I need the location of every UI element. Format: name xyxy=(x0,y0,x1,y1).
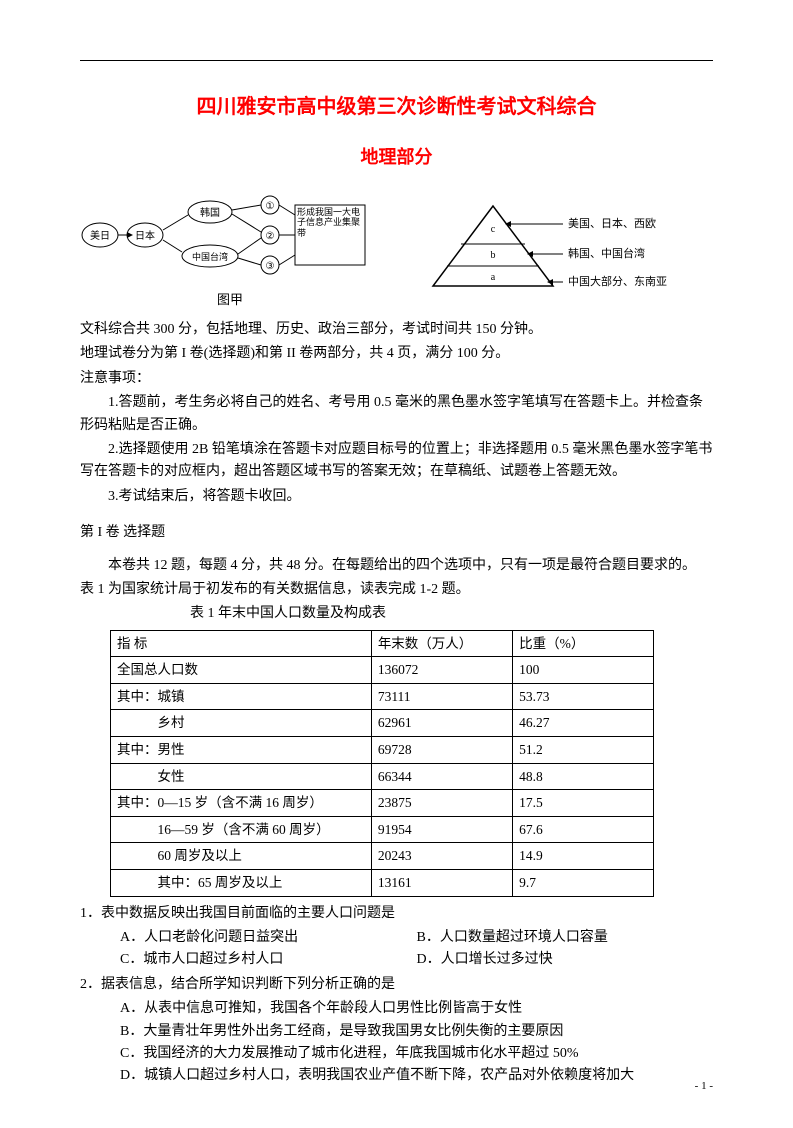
th-1: 年末数（万人） xyxy=(371,630,512,657)
diagram-right: c b a 美国、日本、西欧 韩国、中国台湾 中国大部分、东南亚 xyxy=(413,196,713,304)
node-us: 美日 xyxy=(90,229,110,242)
pyr-label-b: 韩国、中国台湾 xyxy=(568,246,645,260)
q2-opt-a: A．从表中信息可推知，我国各个年龄段人口男性比例皆高于女性 xyxy=(120,998,713,1020)
pyr-c: c xyxy=(491,224,496,235)
table-row: 女性6634448.8 xyxy=(111,763,654,790)
note-1: 1.答题前，考生务必将自己的姓名、考号用 0.5 毫米的黑色墨水签字笔填写在答题… xyxy=(80,392,713,437)
note-2: 2.选择题使用 2B 铅笔填涂在答题卡对应题目标号的位置上；非选择题用 0.5 … xyxy=(80,439,713,484)
th-0: 指 标 xyxy=(111,630,372,657)
q2-opt-b: B．大量青壮年男性外出务工经商，是导致我国男女比例失衡的主要原因 xyxy=(120,1021,713,1043)
note-3: 3.考试结束后，将答题卡收回。 xyxy=(80,486,713,508)
q1-opt-d: D．人口增长过多过快 xyxy=(417,949,714,971)
table-row: 60 周岁及以上2024314.9 xyxy=(111,843,654,870)
table-intro: 表 1 为国家统计局于初发布的有关数据信息，读表完成 1-2 题。 xyxy=(80,579,713,601)
top-rule xyxy=(80,60,713,61)
q2-opt-c: C．我国经济的大力发展推动了城市化进程，年底我国城市化水平超过 50% xyxy=(120,1043,713,1065)
pyr-label-c: 美国、日本、西欧 xyxy=(568,216,656,230)
pyr-label-a: 中国大部分、东南亚 xyxy=(568,274,667,288)
intro-2: 地理试卷分为第 I 卷(选择题)和第 II 卷两部分，共 4 页，满分 100 … xyxy=(80,343,713,365)
q1-opt-a: A．人口老龄化问题日益突出 xyxy=(120,927,417,949)
section1-title: 第 I 卷 选择题 xyxy=(80,522,713,544)
table-row: 16—59 岁（含不满 60 周岁）9195467.6 xyxy=(111,816,654,843)
population-table: 指 标 年末数（万人） 比重（%） 全国总人口数136072100 其中：城镇7… xyxy=(110,630,654,897)
table-row: 乡村6296146.27 xyxy=(111,710,654,737)
q2-options: A．从表中信息可推知，我国各个年龄段人口男性比例皆高于女性 B．大量青壮年男性外… xyxy=(120,998,713,1088)
intro-3: 注意事项： xyxy=(80,368,713,390)
node-2: ② xyxy=(266,231,275,242)
main-title: 四川雅安市高中级第三次诊断性考试文科综合 xyxy=(80,91,713,123)
diagram-left: 美日 日本 韩国 中国台湾 ① ② ③ xyxy=(80,190,380,311)
diagram-left-caption: 图甲 xyxy=(80,290,380,311)
table-row: 其中：65 周岁及以上131619.7 xyxy=(111,870,654,897)
table-row: 其中：0—15 岁（含不满 16 周岁）2387517.5 xyxy=(111,790,654,817)
th-2: 比重（%） xyxy=(513,630,654,657)
q2-opt-d: D．城镇人口超过乡村人口，表明我国农业产值不断下降，农产品对外依赖度将加大 xyxy=(120,1065,713,1087)
section1-intro: 本卷共 12 题，每题 4 分，共 48 分。在每题给出的四个选项中，只有一项是… xyxy=(80,555,713,577)
pyr-b: b xyxy=(491,250,496,261)
table-header-row: 指 标 年末数（万人） 比重（%） xyxy=(111,630,654,657)
page-number: - 1 - xyxy=(695,1080,713,1092)
table-row: 其中：男性6972851.2 xyxy=(111,737,654,764)
q1-stem: 1．表中数据反映出我国目前面临的主要人口问题是 xyxy=(80,903,713,925)
diagram-row: 美日 日本 韩国 中国台湾 ① ② ③ xyxy=(80,190,713,311)
q1-opt-c: C．城市人口超过乡村人口 xyxy=(120,949,417,971)
node-tw: 中国台湾 xyxy=(192,251,228,262)
intro-1: 文科综合共 300 分，包括地理、历史、政治三部分，考试时间共 150 分钟。 xyxy=(80,319,713,341)
box-text: 形成我国一大电子信息产业集聚带 xyxy=(297,207,363,238)
q2-stem: 2．据表信息，结合所学知识判断下列分析正确的是 xyxy=(80,974,713,996)
node-kr: 韩国 xyxy=(200,206,220,219)
table-row: 全国总人口数136072100 xyxy=(111,657,654,684)
node-3: ③ xyxy=(266,261,275,272)
node-jp: 日本 xyxy=(135,229,155,242)
pyr-a: a xyxy=(491,272,496,283)
q1-opt-b: B．人口数量超过环境人口容量 xyxy=(417,927,714,949)
node-1: ① xyxy=(266,201,275,212)
table-row: 其中：城镇7311153.73 xyxy=(111,683,654,710)
q1-options: A．人口老龄化问题日益突出 B．人口数量超过环境人口容量 C．城市人口超过乡村人… xyxy=(120,927,713,972)
table-title: 表 1 年末中国人口数量及构成表 xyxy=(190,603,713,625)
sub-title: 地理部分 xyxy=(80,143,713,172)
